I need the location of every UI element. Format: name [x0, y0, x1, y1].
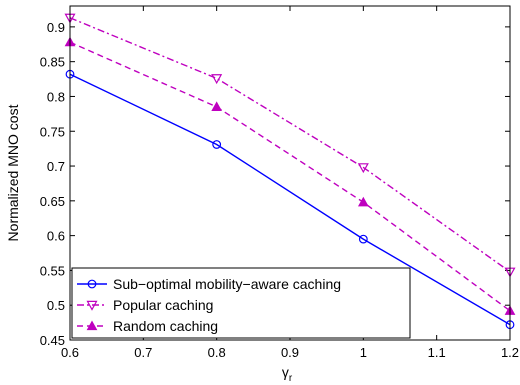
legend-box — [71, 267, 411, 339]
x-tick-label: 1.2 — [501, 345, 519, 360]
data-point — [86, 320, 98, 331]
series-line — [69, 41, 511, 312]
data-point — [211, 74, 223, 85]
y-tick-label: 0.8 — [47, 89, 65, 104]
legend-entry: Popular caching — [77, 297, 213, 313]
series-line — [69, 73, 511, 326]
y-tick-label: 0.65 — [40, 194, 65, 209]
legend-entry: Random caching — [77, 318, 218, 334]
data-point — [86, 300, 98, 311]
y-tick-label: 0.5 — [47, 298, 65, 313]
axes: 0.6 0.7 0.8 0.9 1 1.1 1.2 0.45 0.5 0.55 0.6 0.65 0.7… — [40, 6, 519, 360]
x-tick-label: 0.7 — [134, 345, 152, 360]
x-tick-label: 1.1 — [428, 345, 446, 360]
y-tick-label: 0.7 — [47, 159, 65, 174]
data-point — [87, 279, 97, 289]
legend-label: Random caching — [113, 318, 218, 334]
data-point — [358, 234, 368, 244]
y-tick-label: 0.55 — [40, 263, 65, 278]
y-tick-label: 0.9 — [47, 20, 65, 35]
data-point — [357, 196, 369, 207]
x-tick-label: 0.8 — [208, 345, 226, 360]
legend-label: Popular caching — [113, 297, 213, 313]
y-tick-label: 0.85 — [40, 55, 65, 70]
y-axis-label: Normalized MNO cost — [5, 104, 21, 241]
data-point — [357, 163, 369, 174]
y-tick-label: 0.6 — [47, 229, 65, 244]
legend-label: Sub−optimal mobility−aware caching — [113, 276, 341, 292]
y-tick-label: 0.45 — [40, 333, 65, 348]
x-axis-label-symbol: γ — [282, 364, 289, 380]
data-point — [212, 140, 222, 149]
legend-entry: Sub−optimal mobility−aware caching — [77, 276, 341, 292]
data-point — [211, 101, 223, 111]
x-tick-label: 1 — [360, 345, 367, 360]
plot-frame — [69, 5, 511, 341]
x-tick-label: 0.6 — [61, 345, 79, 360]
series-line — [69, 17, 511, 273]
x-axis-label: γr — [282, 364, 293, 384]
y-tick-label: 0.75 — [40, 124, 65, 139]
x-tick-label: 0.9 — [281, 345, 299, 360]
legend: Sub−optimal mobility−aware caching Popula… — [71, 267, 411, 339]
x-axis-label-subscript: r — [289, 373, 293, 384]
